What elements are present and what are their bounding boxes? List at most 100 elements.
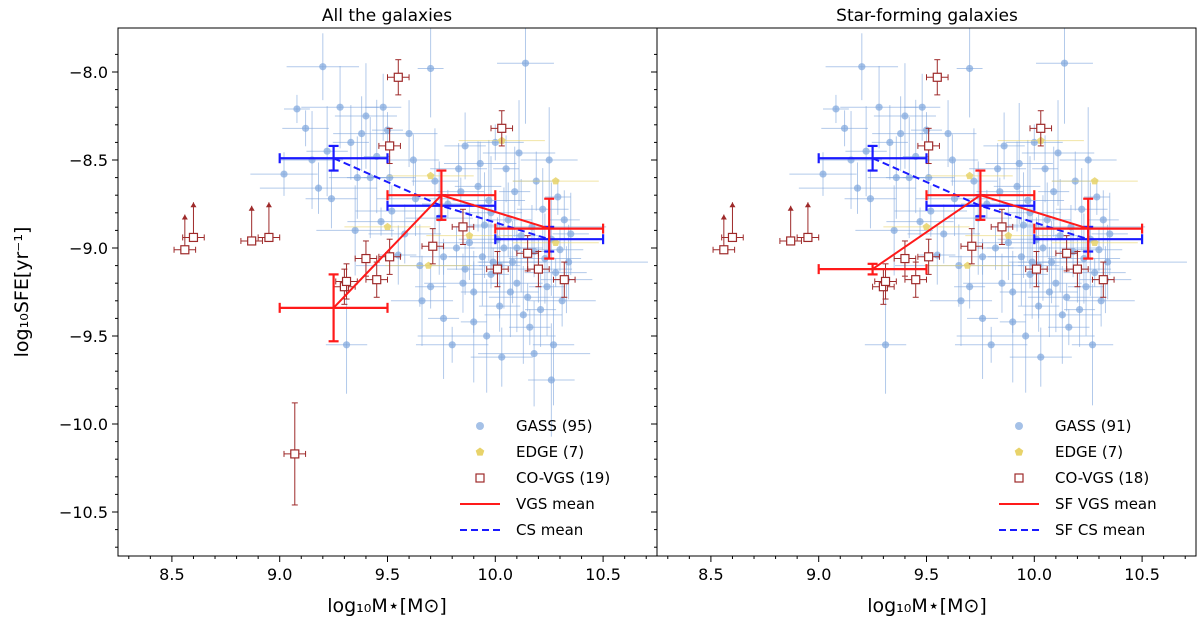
gass-point: [994, 165, 1002, 173]
gass-point: [554, 193, 562, 201]
gass-point: [1052, 279, 1060, 287]
covgs-point: [180, 245, 190, 255]
edge-point: [383, 222, 392, 231]
edge-point: [465, 231, 474, 239]
covgs-point: [385, 141, 395, 151]
gass-point: [539, 205, 547, 213]
gass-point: [987, 341, 995, 349]
gass-point: [866, 195, 875, 203]
gass-point: [1075, 306, 1084, 314]
covgs-point: [341, 276, 352, 287]
edge-point: [424, 261, 433, 269]
covgs-point: [428, 241, 438, 251]
panel-title: All the galaxies: [322, 6, 452, 26]
gass-point: [319, 63, 327, 71]
y-axis-label: log₁₀SFE[yr⁻¹]: [11, 227, 33, 358]
gass-point: [858, 63, 866, 71]
covgs-point: [247, 236, 257, 246]
covgs-point: [719, 245, 729, 255]
gass-point: [897, 130, 905, 138]
gass-point: [1099, 216, 1107, 224]
covgs-arrow: [720, 214, 727, 220]
covgs-point: [786, 236, 796, 246]
gass-point: [1009, 318, 1017, 326]
gass-point: [411, 195, 420, 203]
covgs-point: [1031, 264, 1042, 274]
gass-point: [386, 174, 394, 182]
covgs-point: [492, 264, 503, 274]
gass-point: [1015, 159, 1023, 168]
gass-point: [918, 103, 926, 111]
covgs-point: [997, 222, 1007, 232]
covgs-arrow: [265, 202, 272, 208]
x-tick-label: 10.5: [1124, 565, 1160, 584]
gass-point: [439, 314, 448, 322]
legend-marker-edge: [1014, 447, 1024, 456]
y-tick-label: −10.5: [59, 503, 108, 522]
gass-point: [502, 165, 510, 173]
legend-marker-edge: [475, 447, 485, 456]
gass-point: [431, 177, 439, 185]
gass-point: [840, 124, 849, 132]
panel-all-galaxies: All the galaxies 8.5 9.0 9.5 10.0 10.5 −8.0 −8…: [11, 6, 658, 617]
edge-point: [551, 177, 560, 185]
gass-point: [1056, 232, 1064, 240]
gass-point: [970, 177, 978, 185]
covgs-point: [880, 276, 891, 287]
gass-point: [513, 279, 521, 287]
covgs-point: [372, 275, 382, 285]
gass-point: [439, 253, 448, 261]
gass-point: [405, 130, 413, 138]
covgs-point: [361, 253, 371, 264]
gass-point: [948, 156, 956, 164]
y-tick-label: −10.0: [59, 415, 108, 434]
edge-point: [963, 261, 972, 269]
covgs-point: [188, 232, 199, 243]
covgs-point: [393, 72, 403, 82]
gass-point: [457, 188, 465, 196]
legend-label: EDGE (7): [516, 443, 584, 461]
covgs-point: [1062, 248, 1072, 258]
gass-point: [1043, 216, 1051, 224]
gass-point: [1041, 165, 1049, 173]
gass-point: [336, 103, 344, 111]
gass-point: [452, 244, 461, 252]
gass-point: [940, 230, 948, 238]
x-tick-label: 9.0: [267, 565, 292, 584]
x-axis-label: log₁₀M⋆[M⊙]: [867, 595, 987, 617]
legend-label: SF VGS mean: [1055, 495, 1157, 513]
edge-point: [551, 238, 560, 246]
gass-point: [498, 353, 506, 361]
gass-point: [1028, 258, 1036, 266]
edge-point: [1090, 177, 1099, 185]
gass-point: [1030, 138, 1038, 146]
gass-point: [1106, 230, 1114, 238]
gass-point: [517, 232, 525, 240]
gass-point: [890, 226, 898, 234]
gass-point: [1095, 246, 1103, 254]
gass-point: [556, 246, 564, 254]
gass-point: [461, 142, 469, 150]
gass-point: [819, 170, 827, 178]
covgs-arrow: [804, 202, 811, 208]
legend-label: EDGE (7): [1055, 443, 1123, 461]
x-tick-label: 10.5: [585, 565, 621, 584]
gass-point: [1078, 205, 1086, 213]
legend-label: CO-VGS (19): [516, 469, 610, 487]
gass-point: [1039, 244, 1047, 252]
covgs-point: [932, 72, 942, 82]
gass-point: [881, 341, 890, 349]
covgs-point: [264, 232, 274, 243]
gass-point: [480, 221, 489, 229]
gass-point: [1091, 269, 1099, 277]
gass-point: [957, 297, 965, 305]
x-tick-label: 10.0: [1016, 565, 1052, 584]
gass-point: [362, 112, 370, 120]
covgs-point: [290, 449, 300, 459]
covgs-point: [727, 232, 738, 243]
gass-point: [560, 216, 568, 224]
gass-point: [875, 103, 883, 111]
legend-label: SF CS mean: [1055, 521, 1145, 539]
gass-point: [832, 105, 840, 113]
